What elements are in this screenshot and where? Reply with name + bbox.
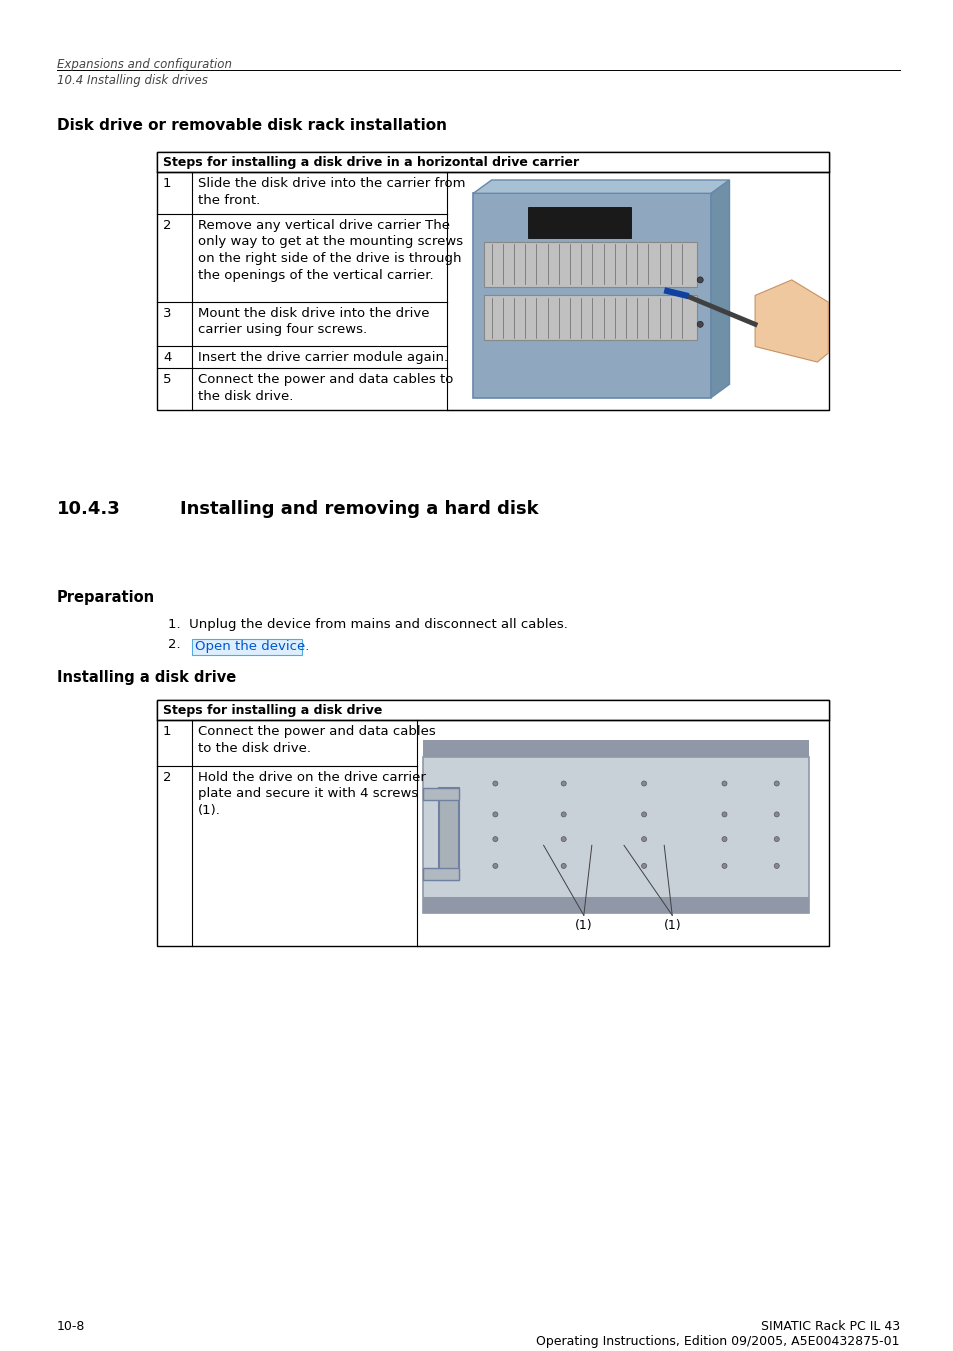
Text: Disk drive or removable disk rack installation: Disk drive or removable disk rack instal…	[57, 118, 447, 132]
Polygon shape	[755, 280, 827, 362]
Text: 2: 2	[163, 219, 172, 232]
Circle shape	[560, 781, 566, 786]
Circle shape	[721, 836, 726, 842]
Bar	[157, 153, 828, 172]
Polygon shape	[473, 180, 729, 193]
Text: Installing and removing a hard disk: Installing and removing a hard disk	[154, 500, 538, 517]
Text: Slide the disk drive into the carrier from
the front.: Slide the disk drive into the carrier fr…	[198, 177, 465, 207]
Text: Steps for installing a disk drive in a horizontal drive carrier: Steps for installing a disk drive in a h…	[163, 155, 578, 169]
Circle shape	[721, 781, 726, 786]
Polygon shape	[710, 180, 729, 397]
Text: Remove any vertical drive carrier The
only way to get at the mounting screws
on : Remove any vertical drive carrier The on…	[198, 219, 462, 281]
Text: Open the device.: Open the device.	[194, 640, 309, 653]
Text: 10-8: 10-8	[57, 1320, 85, 1333]
Text: 4: 4	[163, 351, 172, 363]
Circle shape	[774, 836, 779, 842]
Bar	[473, 193, 710, 397]
Bar	[422, 867, 458, 881]
Bar	[422, 740, 808, 757]
Text: 2: 2	[163, 771, 172, 784]
Circle shape	[493, 812, 497, 817]
Text: Mount the disk drive into the drive
carrier using four screws.: Mount the disk drive into the drive carr…	[198, 307, 429, 336]
Circle shape	[493, 836, 497, 842]
Text: 1.  Unplug the device from mains and disconnect all cables.: 1. Unplug the device from mains and disc…	[168, 617, 567, 631]
Circle shape	[697, 322, 702, 327]
Circle shape	[774, 812, 779, 817]
Text: 1: 1	[163, 177, 172, 190]
Text: Steps for installing a disk drive: Steps for installing a disk drive	[163, 704, 382, 717]
Bar	[447, 172, 828, 409]
Circle shape	[560, 812, 566, 817]
Bar	[422, 788, 458, 800]
Bar	[157, 153, 828, 409]
Text: Expansions and configuration: Expansions and configuration	[57, 58, 232, 72]
Text: Operating Instructions, Edition 09/2005, A5E00432875-01: Operating Instructions, Edition 09/2005,…	[536, 1335, 899, 1348]
Text: 1: 1	[163, 725, 172, 738]
Text: Preparation: Preparation	[57, 590, 155, 605]
Bar	[484, 296, 696, 340]
Bar	[438, 788, 458, 881]
Text: (1): (1)	[575, 919, 592, 932]
Text: Insert the drive carrier module again.: Insert the drive carrier module again.	[198, 351, 448, 363]
Circle shape	[774, 781, 779, 786]
Text: Connect the power and data cables to
the disk drive.: Connect the power and data cables to the…	[198, 373, 453, 403]
Text: 3: 3	[163, 307, 172, 320]
Text: 5: 5	[163, 373, 172, 386]
Circle shape	[721, 812, 726, 817]
Circle shape	[721, 863, 726, 869]
Circle shape	[560, 836, 566, 842]
Circle shape	[641, 812, 646, 817]
Circle shape	[493, 863, 497, 869]
Text: 10.4 Installing disk drives: 10.4 Installing disk drives	[57, 74, 208, 86]
Circle shape	[697, 277, 702, 282]
Circle shape	[641, 781, 646, 786]
Text: Installing a disk drive: Installing a disk drive	[57, 670, 236, 685]
Text: Connect the power and data cables
to the disk drive.: Connect the power and data cables to the…	[198, 725, 436, 754]
Bar	[422, 897, 808, 913]
Bar	[192, 639, 302, 655]
Text: SIMATIC Rack PC IL 43: SIMATIC Rack PC IL 43	[760, 1320, 899, 1333]
Circle shape	[774, 863, 779, 869]
Bar	[157, 700, 828, 720]
Text: (1): (1)	[662, 919, 680, 932]
Circle shape	[641, 836, 646, 842]
Circle shape	[560, 863, 566, 869]
Bar	[422, 757, 808, 913]
Circle shape	[641, 863, 646, 869]
Bar	[157, 700, 828, 946]
Text: Hold the drive on the drive carrier
plate and secure it with 4 screws
(1).: Hold the drive on the drive carrier plat…	[198, 771, 425, 817]
Circle shape	[493, 781, 497, 786]
Bar	[528, 207, 630, 238]
Text: 2.: 2.	[168, 638, 189, 651]
Text: 10.4.3: 10.4.3	[57, 500, 121, 517]
Bar	[484, 242, 696, 286]
